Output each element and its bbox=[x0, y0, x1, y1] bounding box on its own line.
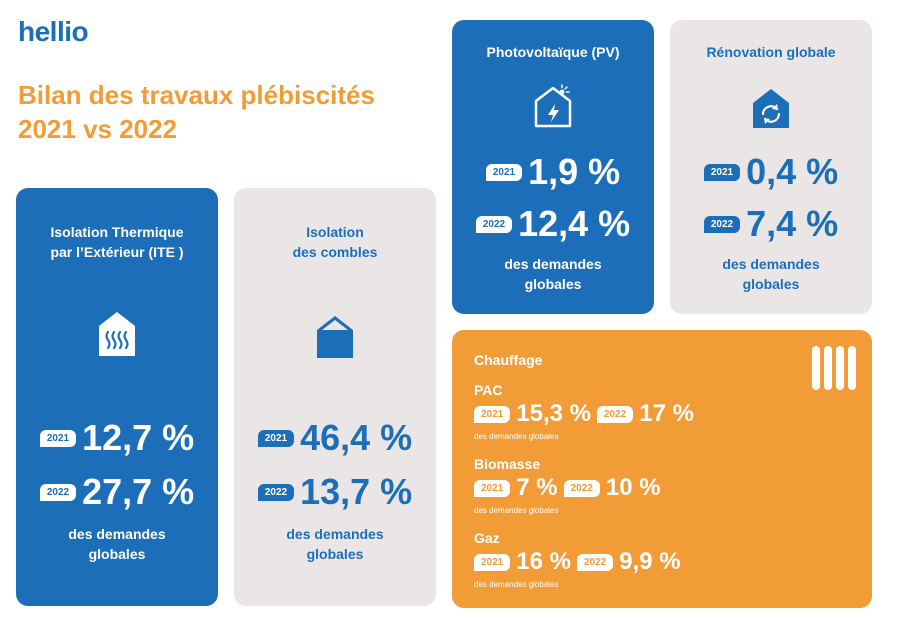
card-combles: Isolation des combles 2021 46,4 % 2022 1… bbox=[234, 188, 436, 606]
card-renovation-foot-line2: globales bbox=[742, 276, 800, 292]
card-chauffage: Chauffage PAC 2021 15,3 % 2022 17 % des … bbox=[452, 330, 872, 608]
year-badge: 2022 bbox=[576, 553, 614, 571]
chauffage-pac-sub: des demandes globales bbox=[474, 432, 559, 441]
card-combles-title-line1: Isolation bbox=[306, 224, 364, 240]
card-renovation-value-2021: 0,4 % bbox=[746, 151, 839, 192]
year-badge: 2021 bbox=[474, 553, 511, 571]
chauffage-item-gaz-row: 2021 16 % 2022 9,9 % bbox=[474, 548, 681, 576]
card-pv-title: Photovoltaïque (PV) bbox=[486, 44, 620, 60]
card-ite-title: Isolation Thermique par l’Extérieur (ITE… bbox=[16, 222, 218, 262]
card-pv-row-2021: 2021 1,9 % bbox=[452, 152, 654, 192]
card-ite-title-line2: par l’Extérieur (ITE ) bbox=[50, 244, 184, 260]
year-badge: 2021 bbox=[39, 429, 77, 447]
year-badge: 2022 bbox=[39, 483, 77, 501]
chauffage-biomasse-sub: des demandes globales bbox=[474, 506, 559, 515]
card-renovation-row-2021: 2021 0,4 % bbox=[670, 152, 872, 192]
card-ite-value-2021: 12,7 % bbox=[82, 417, 195, 458]
card-ite-title-line1: Isolation Thermique bbox=[50, 224, 184, 240]
chauffage-gaz-sub: des demandes globales bbox=[474, 580, 559, 589]
card-ite-value-2022: 27,7 % bbox=[82, 471, 195, 512]
page-title: Bilan des travaux plébiscités 2021 vs 20… bbox=[18, 78, 375, 146]
card-pv-row-2022: 2022 12,4 % bbox=[452, 204, 654, 244]
house-heat-icon bbox=[99, 312, 135, 356]
year-badge: 2022 bbox=[596, 405, 634, 423]
card-ite-row-2021: 2021 12,7 % bbox=[16, 418, 218, 458]
card-renovation-value-2022: 7,4 % bbox=[746, 203, 839, 244]
year-badge: 2021 bbox=[474, 405, 511, 423]
year-badge: 2021 bbox=[703, 163, 741, 181]
card-renovation-foot: des demandes globales bbox=[670, 254, 872, 294]
hellio-logo: hellio bbox=[18, 16, 89, 47]
chauffage-biomasse-value-2022: 10 % bbox=[605, 474, 661, 501]
card-combles-title: Isolation des combles bbox=[234, 222, 436, 262]
attic-icon bbox=[317, 316, 353, 358]
card-combles-row-2022: 2022 13,7 % bbox=[234, 472, 436, 512]
card-ite-foot-line2: globales bbox=[88, 546, 146, 562]
chauffage-gaz-value-2022: 9,9 % bbox=[619, 548, 681, 575]
chauffage-item-biomasse-name: Biomasse bbox=[474, 456, 541, 472]
card-renovation-row-2022: 2022 7,4 % bbox=[670, 204, 872, 244]
card-combles-title-line2: des combles bbox=[292, 244, 378, 260]
year-badge: 2021 bbox=[257, 429, 295, 447]
card-pv: Photovoltaïque (PV) 2021 1,9 % 2022 12,4… bbox=[452, 20, 654, 314]
solar-house-icon bbox=[534, 84, 572, 128]
chauffage-pac-value-2022: 17 % bbox=[639, 400, 694, 427]
card-combles-foot: des demandes globales bbox=[234, 524, 436, 564]
card-pv-foot: des demandes globales bbox=[452, 254, 654, 294]
card-renovation: Rénovation globale 2021 0,4 % 2022 7,4 %… bbox=[670, 20, 872, 314]
renovation-house-icon bbox=[753, 89, 789, 128]
card-pv-foot-line1: des demandes bbox=[504, 256, 602, 272]
page-title-line2: 2021 vs 2022 bbox=[18, 114, 178, 144]
year-badge: 2021 bbox=[474, 479, 511, 497]
chauffage-item-gaz-name: Gaz bbox=[474, 530, 500, 546]
card-ite: Isolation Thermique par l’Extérieur (ITE… bbox=[16, 188, 218, 606]
year-badge: 2022 bbox=[257, 483, 295, 501]
card-renovation-foot-line1: des demandes bbox=[722, 256, 820, 272]
card-pv-value-2021: 1,9 % bbox=[528, 151, 621, 192]
card-ite-foot-line1: des demandes bbox=[68, 526, 166, 542]
year-badge: 2022 bbox=[703, 215, 741, 233]
year-badge: 2021 bbox=[485, 163, 523, 181]
page-title-line1: Bilan des travaux plébiscités bbox=[18, 80, 375, 110]
year-badge: 2022 bbox=[475, 215, 513, 233]
card-renovation-title: Rénovation globale bbox=[706, 44, 836, 60]
card-combles-foot-line2: globales bbox=[306, 546, 364, 562]
chauffage-item-pac-name: PAC bbox=[474, 382, 503, 398]
card-ite-foot: des demandes globales bbox=[16, 524, 218, 564]
radiator-icon bbox=[812, 346, 856, 390]
chauffage-biomasse-value-2021: 7 % bbox=[516, 474, 558, 501]
card-combles-row-2021: 2021 46,4 % bbox=[234, 418, 436, 458]
card-pv-value-2022: 12,4 % bbox=[518, 203, 631, 244]
chauffage-pac-value-2021: 15,3 % bbox=[516, 400, 591, 427]
card-combles-value-2021: 46,4 % bbox=[300, 417, 413, 458]
card-pv-foot-line2: globales bbox=[524, 276, 582, 292]
card-chauffage-title: Chauffage bbox=[474, 352, 543, 368]
chauffage-item-pac-row: 2021 15,3 % 2022 17 % bbox=[474, 400, 694, 428]
chauffage-item-biomasse-row: 2021 7 % 2022 10 % bbox=[474, 474, 661, 502]
chauffage-gaz-value-2021: 16 % bbox=[516, 548, 571, 575]
card-combles-foot-line1: des demandes bbox=[286, 526, 384, 542]
year-badge: 2022 bbox=[563, 479, 600, 497]
card-combles-value-2022: 13,7 % bbox=[300, 471, 413, 512]
card-ite-row-2022: 2022 27,7 % bbox=[16, 472, 218, 512]
